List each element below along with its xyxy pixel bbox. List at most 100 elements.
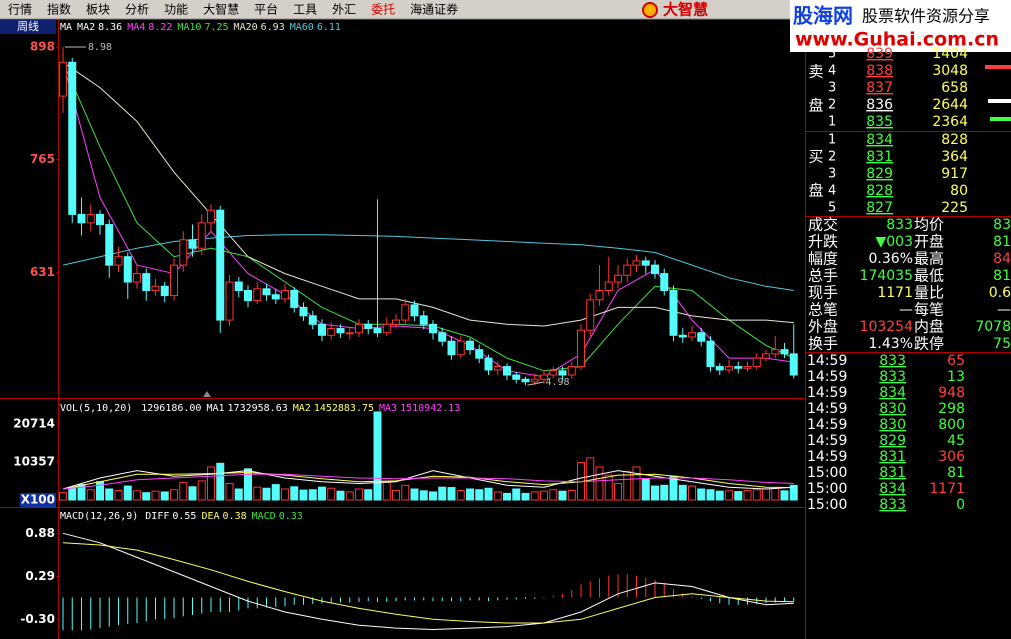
stat-label: 外盘: [808, 318, 838, 336]
candle-body: [133, 273, 141, 283]
volume-bar: [290, 486, 299, 501]
stat-value: 0.36%: [869, 251, 913, 267]
legend-text: DEA: [201, 511, 219, 522]
candle-body: [160, 285, 169, 297]
volume-bar: [641, 478, 650, 501]
candle-body: [382, 323, 391, 334]
watermark-box: [790, 0, 1011, 52]
macd-line: [62, 542, 794, 624]
tick-volume: 948: [938, 385, 965, 401]
menu-item[interactable]: 分析: [125, 3, 149, 17]
candle-body: [595, 289, 604, 301]
candle-body: [521, 378, 530, 383]
menu-item[interactable]: 板块: [86, 3, 110, 17]
volume-bar: [123, 485, 132, 501]
candle-body: [678, 334, 687, 338]
menu-item[interactable]: 大智慧: [203, 2, 239, 17]
book-level: 3: [828, 167, 836, 182]
y-tick-label: 631: [30, 265, 55, 279]
legend-text: MA: [60, 22, 72, 33]
legend-text: 1510942.13: [400, 403, 460, 414]
menu-item[interactable]: 海通证券: [410, 2, 458, 17]
volume-bar: [743, 489, 752, 501]
menu-item[interactable]: 委托: [371, 3, 395, 17]
unit-box: [20, 493, 56, 507]
stat-value: 0.6: [989, 285, 1011, 301]
candle-body: [438, 332, 447, 342]
candle-body: [688, 332, 696, 338]
menu-item[interactable]: 指数: [47, 2, 71, 17]
menu-item[interactable]: 工具: [293, 3, 317, 17]
candle-body: [614, 274, 622, 283]
volume-bar: [59, 492, 67, 501]
book-price: 828: [866, 183, 893, 199]
volume-bar: [216, 462, 225, 501]
candle-body: [355, 323, 363, 334]
legend-text: 1296186.00: [141, 403, 201, 414]
volume-bar: [789, 484, 798, 501]
tick-price: 831: [879, 465, 906, 481]
volume-bar: [373, 411, 382, 501]
menu-item[interactable]: 行情: [8, 3, 32, 17]
volume-bar: [614, 482, 622, 501]
volume-bar: [382, 481, 391, 501]
book-level: 2: [828, 150, 836, 165]
candle-body: [540, 374, 548, 380]
volume-bar: [170, 489, 178, 501]
candle-body: [170, 264, 178, 297]
book-price: 835: [866, 114, 893, 130]
volume-bar: [456, 489, 465, 501]
candle-body: [632, 260, 641, 266]
candle-body: [586, 299, 595, 331]
volume-bar: [438, 486, 447, 501]
legend-text: 0.55: [172, 511, 196, 522]
candle-body: [651, 264, 659, 275]
tick-time: 14:59: [807, 449, 847, 465]
book-price: 837: [866, 80, 893, 96]
stat-value: 1.43%: [869, 336, 913, 352]
candle-body: [762, 353, 770, 359]
volume-bar: [752, 489, 761, 501]
watermark-slogan: 股票软件资源分享: [862, 7, 990, 26]
candle-body: [466, 340, 474, 351]
legend-text: 6.11: [317, 22, 341, 33]
volume-bar: [179, 481, 188, 501]
candle-body: [151, 285, 160, 291]
candle-body: [530, 378, 539, 383]
book-level: 3: [828, 81, 836, 96]
y-tick-label: 20714: [13, 416, 55, 430]
tick-volume: 13: [947, 369, 965, 385]
tick-volume: 298: [938, 401, 965, 417]
stat-label: 开盘: [914, 233, 944, 251]
volume-bar: [410, 488, 419, 501]
volume-bar: [308, 489, 317, 501]
menu-item[interactable]: 平台: [254, 2, 278, 17]
candle-body: [752, 357, 761, 368]
tick-volume: 800: [938, 417, 965, 433]
candle-body: [503, 366, 511, 376]
volume-bar: [281, 488, 289, 501]
book-volume: 2644: [932, 97, 968, 113]
candle-body: [743, 366, 752, 369]
candle-body: [197, 222, 206, 249]
book-price: 836: [866, 97, 893, 113]
volume-bar: [503, 492, 511, 501]
candle-body: [244, 289, 252, 302]
book-volume: 828: [941, 132, 968, 148]
marker: [203, 391, 211, 397]
high-label: 8.98: [88, 42, 112, 53]
menu-item[interactable]: 外汇: [332, 3, 356, 17]
volume-bar: [271, 484, 280, 501]
candle-body: [364, 323, 373, 330]
menu-item[interactable]: 功能: [164, 3, 188, 17]
period[interactable]: 周线: [17, 19, 39, 33]
candle-body: [669, 289, 678, 336]
candle-body: [567, 366, 576, 376]
y-tick-label: 898: [30, 40, 55, 54]
legend-text: 6.93: [261, 22, 285, 33]
tick-price: 833: [879, 353, 906, 369]
candle-body: [142, 273, 151, 291]
volume-bar: [392, 489, 400, 501]
tick-price: 833: [879, 497, 906, 513]
